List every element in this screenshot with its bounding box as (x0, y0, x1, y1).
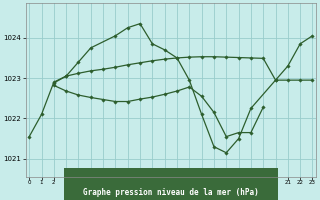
X-axis label: Graphe pression niveau de la mer (hPa): Graphe pression niveau de la mer (hPa) (83, 188, 259, 197)
